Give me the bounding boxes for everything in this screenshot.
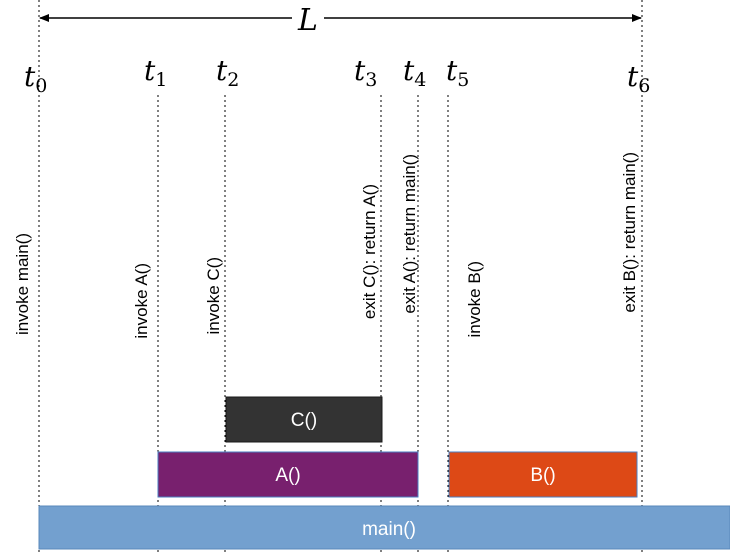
- event-label-exit-c: exit C(): return A(): [360, 184, 379, 319]
- event-label-exit-b: exit B(): return main(): [620, 152, 639, 313]
- time-label-t3: t3: [354, 54, 377, 91]
- event-label-invoke-a: invoke A(): [132, 263, 151, 339]
- bar-main-label: main(): [362, 519, 416, 540]
- bar-c: [225, 396, 383, 443]
- bar-a-label: A(): [275, 465, 300, 486]
- event-label-invoke-c: invoke C(): [204, 257, 223, 334]
- span-label: L: [297, 3, 318, 38]
- bar-a: [157, 451, 419, 498]
- time-label-t1: t1: [144, 54, 167, 91]
- bar-c-label: C(): [291, 410, 317, 431]
- event-label-invoke-b: invoke B(): [465, 261, 484, 338]
- event-label-invoke-main: invoke main(): [13, 233, 32, 335]
- time-label-t4: t4: [403, 54, 426, 91]
- time-label-t5: t5: [446, 54, 469, 91]
- time-label-t0: t0: [24, 60, 47, 97]
- bar-main: [38, 505, 730, 550]
- time-label-t2: t2: [216, 54, 239, 91]
- event-label-exit-a: exit A(): return main(): [400, 154, 419, 314]
- bar-b-label: B(): [530, 465, 555, 486]
- time-label-t6: t6: [627, 60, 650, 97]
- bar-b: [448, 451, 638, 498]
